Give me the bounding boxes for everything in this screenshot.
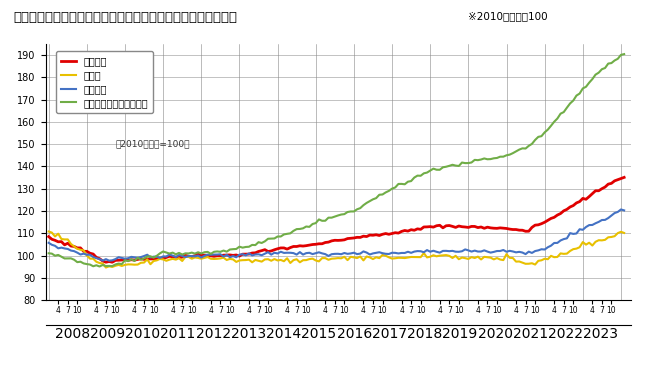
住宅総合 (109, 260, 116, 265)
戸建住宅 (45, 240, 53, 245)
マンション（区分所有） (337, 212, 345, 217)
Line: 住宅総合: 住宅総合 (49, 178, 624, 262)
住宅総合 (620, 175, 628, 180)
戸建住宅 (309, 252, 317, 256)
住宅総合 (280, 246, 288, 250)
Line: 住宅地: 住宅地 (49, 232, 624, 268)
戸建住宅 (280, 251, 288, 255)
Legend: 住宅総合, 住宅地, 戸建住宅, マンション（区分所有）: 住宅総合, 住宅地, 戸建住宅, マンション（区分所有） (56, 51, 153, 113)
戸建住宅 (99, 258, 107, 263)
住宅総合 (45, 235, 53, 239)
マンション（区分所有） (334, 213, 342, 218)
Line: マンション（区分所有）: マンション（区分所有） (49, 54, 624, 266)
Text: ＜不動産価格指数（住宅）（令和５年２月分・季節調整値）＞: ＜不動産価格指数（住宅）（令和５年２月分・季節調整値）＞ (13, 11, 237, 24)
住宅地 (309, 257, 317, 261)
住宅地 (280, 259, 288, 264)
戸建住宅 (617, 207, 625, 212)
戸建住宅 (239, 252, 246, 257)
戸建住宅 (417, 249, 424, 253)
マンション（区分所有） (620, 52, 628, 56)
住宅地 (620, 231, 628, 235)
戸建住宅 (337, 252, 345, 257)
Line: 戸建住宅: 戸建住宅 (49, 209, 624, 261)
マンション（区分所有） (239, 246, 246, 250)
住宅総合 (417, 227, 424, 232)
住宅総合 (337, 238, 345, 242)
マンション（区分所有） (417, 173, 424, 178)
住宅総合 (239, 252, 246, 256)
住宅地 (417, 255, 424, 259)
戸建住宅 (620, 208, 628, 213)
マンション（区分所有） (45, 251, 53, 255)
住宅地 (334, 256, 342, 260)
戸建住宅 (334, 251, 342, 256)
Text: ※2010年平均＝100: ※2010年平均＝100 (468, 11, 547, 21)
住宅総合 (334, 238, 342, 243)
住宅総合 (309, 242, 317, 247)
マンション（区分所有） (96, 264, 103, 269)
住宅地 (239, 258, 246, 262)
マンション（区分所有） (280, 232, 288, 237)
Text: （2010年平均=100）: （2010年平均=100） (116, 139, 190, 148)
住宅地 (102, 265, 110, 270)
住宅地 (337, 256, 345, 261)
住宅地 (45, 229, 53, 234)
マンション（区分所有） (309, 222, 317, 226)
